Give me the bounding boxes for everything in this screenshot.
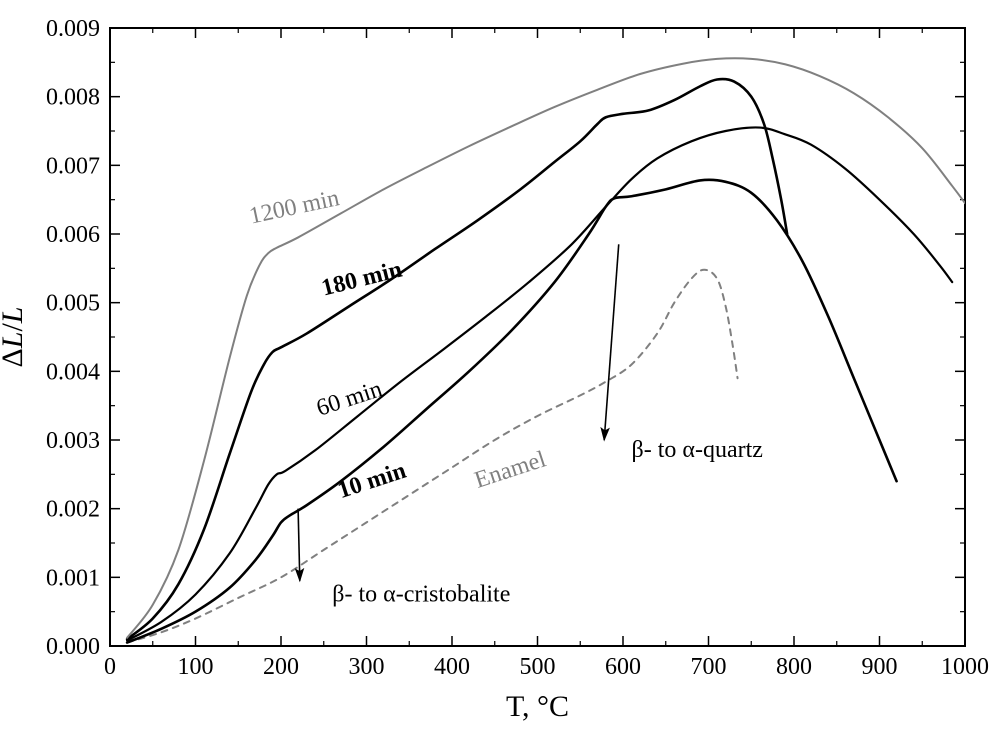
x-tick-label: 600 — [605, 654, 641, 680]
x-tick-label: 100 — [178, 654, 214, 680]
y-tick-label: 0.005 — [46, 291, 100, 317]
y-tick-label: 0.008 — [46, 85, 100, 111]
x-tick-label: 0 — [104, 654, 116, 680]
y-tick-label: 0.004 — [46, 359, 100, 385]
y-tick-label: 0.002 — [46, 497, 100, 523]
annotation-quartz: β- to α-quartz — [632, 437, 763, 463]
x-tick-label: 700 — [691, 654, 727, 680]
y-tick-label: 0.007 — [46, 153, 100, 179]
y-tick-label: 0.006 — [46, 222, 100, 248]
y-tick-label: 0.001 — [46, 565, 100, 591]
x-tick-label: 1000 — [941, 654, 989, 680]
x-tick-label: 200 — [263, 654, 299, 680]
x-tick-label: 400 — [434, 654, 470, 680]
y-tick-label: 0.000 — [46, 634, 100, 660]
y-tick-label: 0.003 — [46, 428, 100, 454]
x-tick-label: 800 — [776, 654, 812, 680]
y-tick-label: 0.009 — [46, 16, 100, 42]
y-axis-title: ΔL/L — [0, 306, 29, 367]
x-axis-title: T, °C — [506, 690, 569, 723]
dilatometry-chart: 0 100 200 300 400 500 600 700 800 900 1000 T, °C 0.0… — [0, 0, 1000, 738]
x-tick-label: 300 — [349, 654, 385, 680]
x-tick-label: 500 — [520, 654, 556, 680]
annotation-cristobalite: β- to α-cristobalite — [332, 581, 510, 607]
x-tick-label: 900 — [862, 654, 898, 680]
chart-svg: 0 100 200 300 400 500 600 700 800 900 1000 T, °C 0.0… — [0, 0, 1000, 738]
